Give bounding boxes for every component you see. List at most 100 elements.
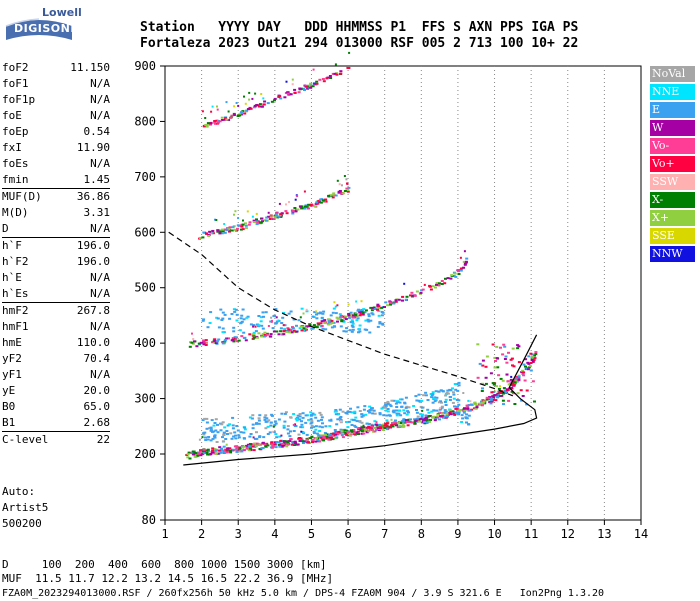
echo-point xyxy=(213,121,217,124)
param-name: hmF2 xyxy=(2,304,29,317)
spread-f-point xyxy=(232,435,236,438)
spread-f-point xyxy=(248,435,252,438)
echo-point xyxy=(325,77,329,80)
spread-f-point xyxy=(415,411,419,414)
spread-f-point xyxy=(239,431,243,434)
spread-f-point xyxy=(261,311,265,314)
echo-point xyxy=(478,362,482,365)
echo-point xyxy=(281,443,285,445)
spread-f-point xyxy=(213,436,217,439)
echo-point xyxy=(251,215,254,218)
echo-point xyxy=(278,95,282,98)
echo-point xyxy=(199,454,203,457)
spread-f-point xyxy=(273,424,277,427)
echo-point xyxy=(439,415,443,418)
echo-point xyxy=(223,231,227,234)
echo-point xyxy=(372,427,376,430)
echo-point xyxy=(309,86,313,89)
param-row: foEs N/A xyxy=(2,156,110,172)
echo-point xyxy=(423,283,426,286)
spread-f-point xyxy=(212,430,216,433)
echo-point xyxy=(217,452,221,455)
spread-f-point xyxy=(346,426,350,429)
echo-point xyxy=(290,443,294,446)
spread-f-point xyxy=(238,329,242,332)
echo-point xyxy=(309,82,313,85)
spread-f-point xyxy=(203,417,207,420)
echo-point xyxy=(293,88,297,91)
echo-point xyxy=(220,232,224,235)
echo-point xyxy=(466,407,470,410)
echo-point xyxy=(469,400,472,403)
echo-point xyxy=(413,422,417,425)
spread-f-point xyxy=(351,322,355,325)
echo-point xyxy=(517,345,521,348)
echo-point xyxy=(352,314,355,317)
echo-point xyxy=(406,424,410,427)
spread-f-point xyxy=(386,408,390,410)
echo-point xyxy=(491,398,495,401)
echo-point xyxy=(481,359,485,362)
spread-f-point xyxy=(217,326,221,329)
echo-point xyxy=(323,322,327,325)
spread-f-point xyxy=(452,391,455,394)
echo-point xyxy=(374,423,378,426)
spread-f-point xyxy=(292,318,296,321)
spread-f-point xyxy=(305,433,309,436)
echo-point xyxy=(218,230,222,233)
x-tick-label: 4 xyxy=(271,527,278,541)
spread-f-point xyxy=(328,425,332,428)
spread-f-point xyxy=(439,389,443,392)
spread-f-point xyxy=(297,433,301,436)
spread-f-point xyxy=(228,423,232,426)
echo-point xyxy=(361,311,365,314)
spread-f-point xyxy=(462,411,466,414)
spread-f-point xyxy=(249,433,253,435)
echo-point xyxy=(436,413,440,416)
echo-point xyxy=(523,379,527,382)
echo-point xyxy=(517,374,521,377)
echo-point xyxy=(522,363,526,366)
spread-f-point xyxy=(435,409,439,412)
echo-point xyxy=(269,216,273,219)
spread-f-point xyxy=(320,416,324,419)
echo-point xyxy=(274,214,278,217)
spread-f-point xyxy=(286,428,290,431)
echo-point xyxy=(348,51,351,54)
spread-f-point xyxy=(304,414,308,417)
spread-f-point xyxy=(262,436,266,439)
echo-point xyxy=(221,342,225,345)
echo-point xyxy=(465,404,469,407)
echo-point xyxy=(407,421,411,424)
echo-point xyxy=(201,110,204,113)
param-value: 70.4 xyxy=(83,352,111,365)
echo-point xyxy=(440,280,444,282)
echo-point xyxy=(235,102,238,104)
param-value: 110.0 xyxy=(76,336,110,349)
echo-point xyxy=(391,422,395,425)
echo-point xyxy=(249,448,253,451)
echo-point xyxy=(315,82,319,85)
spread-f-point xyxy=(303,330,307,332)
echo-point xyxy=(475,405,479,408)
echo-point xyxy=(361,313,365,316)
echo-point xyxy=(303,207,307,210)
spread-f-point xyxy=(214,429,218,432)
echo-point xyxy=(349,433,353,436)
spread-f-point xyxy=(384,406,388,409)
spread-f-point xyxy=(222,440,226,443)
echo-point xyxy=(390,418,393,421)
echo-point xyxy=(485,396,489,399)
spread-f-point xyxy=(467,414,471,417)
echo-point xyxy=(243,448,246,451)
spread-f-point xyxy=(286,425,290,428)
echo-point xyxy=(305,308,308,311)
echo-point xyxy=(404,298,408,301)
param-name: M(D) xyxy=(2,206,29,219)
spread-f-point xyxy=(274,322,278,325)
spread-f-point xyxy=(355,420,359,423)
echo-point xyxy=(288,201,290,203)
echo-point xyxy=(455,411,459,414)
echo-point xyxy=(489,372,493,375)
echo-point xyxy=(426,416,430,419)
